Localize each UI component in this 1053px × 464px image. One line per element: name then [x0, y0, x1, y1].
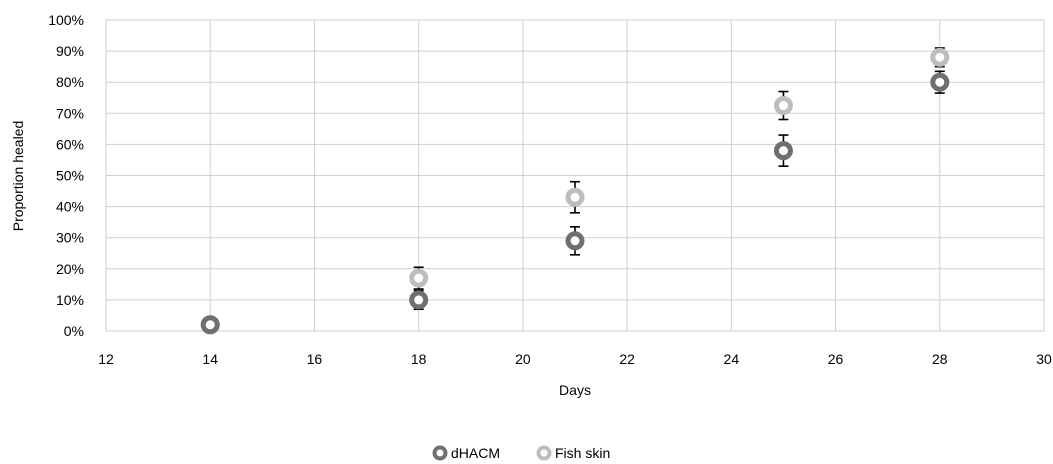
legend-label: Fish skin	[555, 445, 610, 461]
data-point	[409, 290, 429, 310]
x-tick-label: 14	[202, 351, 218, 367]
x-tick-label: 24	[724, 351, 740, 367]
legend-item: dHACM	[432, 445, 500, 461]
legend: dHACM Fish skin	[432, 445, 610, 461]
legend-marker	[432, 445, 448, 461]
y-tick-label: 90%	[56, 43, 84, 59]
x-tick-label: 28	[932, 351, 948, 367]
legend-item: Fish skin	[536, 445, 610, 461]
x-tick-label: 30	[1036, 351, 1052, 367]
legend-marker	[536, 445, 552, 461]
data-point	[565, 231, 585, 251]
y-tick-label: 100%	[48, 12, 84, 28]
y-tick-label: 70%	[56, 105, 84, 121]
data-point	[773, 141, 793, 161]
grid-lines	[105, 19, 1045, 332]
y-tick-label: 0%	[64, 323, 84, 339]
x-axis-ticks: 12 14 16 18 20 22 24 26 28 30	[98, 351, 1052, 367]
data-point	[565, 187, 585, 207]
y-tick-label: 60%	[56, 136, 84, 152]
x-tick-label: 12	[98, 351, 114, 367]
x-tick-label: 22	[619, 351, 635, 367]
data-point	[409, 268, 429, 288]
data-point	[930, 47, 950, 67]
legend-label: dHACM	[451, 445, 500, 461]
y-axis-title: Proportion healed	[10, 121, 26, 232]
x-tick-label: 26	[828, 351, 844, 367]
y-tick-label: 40%	[56, 199, 84, 215]
y-tick-label: 30%	[56, 230, 84, 246]
y-tick-label: 20%	[56, 261, 84, 277]
data-point	[200, 315, 220, 335]
y-tick-label: 10%	[56, 292, 84, 308]
series-dhacm	[200, 70, 950, 335]
data-point	[773, 96, 793, 116]
data-point	[930, 72, 950, 92]
x-tick-label: 16	[307, 351, 323, 367]
y-tick-label: 50%	[56, 168, 84, 184]
series-layer	[200, 47, 950, 335]
x-tick-label: 20	[515, 351, 531, 367]
y-axis-ticks: 0% 10% 20% 30% 40% 50% 60% 70% 80% 90% 100%	[48, 12, 84, 339]
x-axis-title: Days	[559, 382, 591, 398]
y-tick-label: 80%	[56, 74, 84, 90]
x-tick-label: 18	[411, 351, 427, 367]
